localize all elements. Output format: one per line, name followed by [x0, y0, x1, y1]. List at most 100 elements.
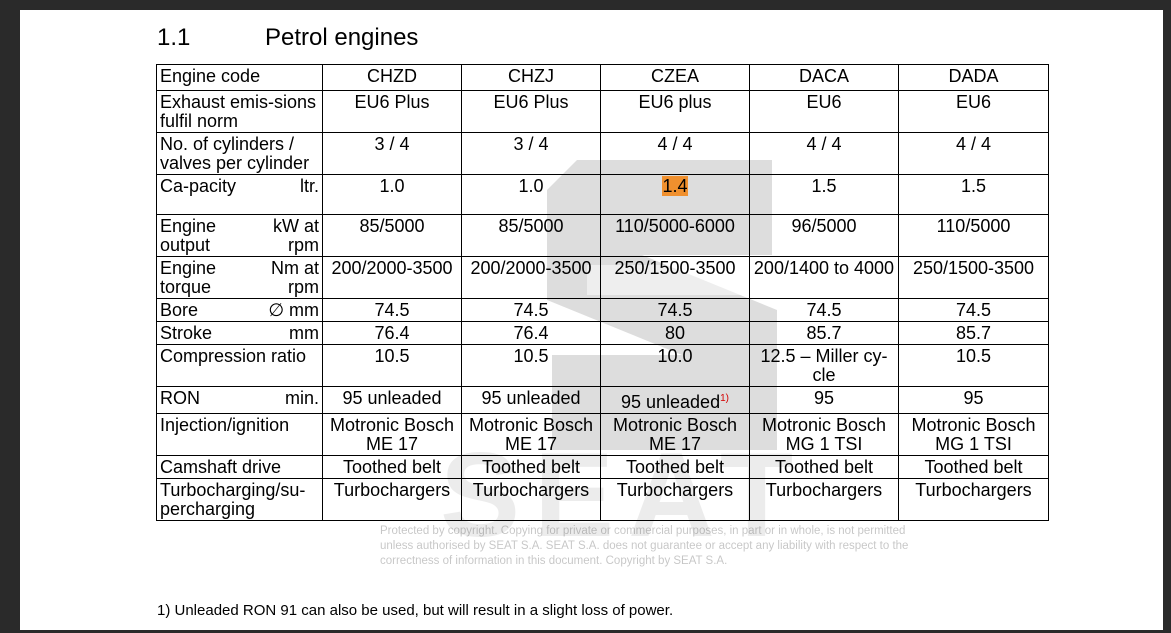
value-cell: Motronic Bosch ME 17 — [600, 413, 750, 456]
cell-value: Motronic Bosch ME 17 — [329, 415, 455, 454]
row-label-cell: Ca-pacity ltr. — [156, 174, 323, 215]
cell-value: 74.5 — [955, 300, 992, 320]
table-row: Exhaust emis-sions fulfil norm EU6 Plus EU… — [156, 90, 1049, 133]
table-row: No. of cylinders / valves per cylinder 3 … — [156, 132, 1049, 175]
value-cell: 1.5 — [749, 174, 899, 215]
value-cell: 250/1500-3500 — [898, 256, 1049, 299]
row-label: Injection/ignition — [160, 415, 290, 435]
value-cell: Motronic Bosch ME 17 — [322, 413, 462, 456]
row-label: Turbocharging/su-percharging — [160, 480, 306, 519]
row-label-cell: RON min. — [156, 386, 323, 414]
value-cell: 110/5000 — [898, 214, 1049, 257]
value-cell: 95 unleaded1) — [600, 386, 750, 414]
value-cell: 10.5 — [322, 344, 462, 387]
value-cell: EU6 — [749, 90, 899, 133]
value-cell: 12.5 – Miller cy-cle — [749, 344, 899, 387]
cell-value: Motronic Bosch ME 17 — [612, 415, 738, 454]
value-cell: 74.5 — [461, 298, 601, 322]
header-code: CHZJ — [461, 64, 601, 91]
row-label-cell: Injection/ignition — [156, 413, 323, 456]
row-label: No. of cylinders / valves per cylinder — [160, 134, 310, 173]
row-label: Bore — [160, 300, 199, 320]
footnote: 1) Unleaded RON 91 can also be used, but… — [157, 602, 674, 619]
table-row: Stroke mm 76.4 76.4 80 85.7 85.7 — [156, 321, 1049, 345]
row-label: Compression ratio — [160, 346, 307, 366]
footnote-marker: 1) — [720, 393, 729, 404]
value-cell: EU6 Plus — [322, 90, 462, 133]
section-title: Petrol engines — [265, 24, 419, 51]
value-cell: 1.4 — [600, 174, 750, 215]
value-cell: Toothed belt — [898, 455, 1049, 479]
cell-value: 74.5 — [806, 300, 842, 320]
row-label: Engine torque — [160, 258, 217, 297]
table-row: Turbocharging/su-percharging Turbocharger… — [156, 478, 1049, 521]
value-cell: 200/2000-3500 — [322, 256, 462, 299]
value-cell: 1.5 — [898, 174, 1049, 215]
engine-spec-table: Engine code CHZD CHZJ CZEA DACA DADA Exh… — [156, 64, 1049, 521]
value-cell: 10.5 — [898, 344, 1049, 387]
value-cell: Toothed belt — [322, 455, 462, 479]
row-label: Stroke — [160, 323, 213, 343]
cell-value: 96/5000 — [791, 216, 857, 236]
cell-value: 3 / 4 — [374, 134, 410, 154]
value-cell: 85.7 — [749, 321, 899, 345]
cell-value: 85.7 — [806, 323, 842, 343]
value-cell: 95 — [898, 386, 1049, 414]
value-cell: 250/1500-3500 — [600, 256, 750, 299]
value-cell: 95 — [749, 386, 899, 414]
row-label-cell: Turbocharging/su-percharging — [156, 478, 323, 521]
cell-value: Motronic Bosch MG 1 TSI — [761, 415, 887, 454]
row-label-cell: Engine torque Nm at rpm — [156, 256, 323, 299]
row-label: Exhaust emis-sions fulfil norm — [160, 92, 317, 131]
value-cell: 95 unleaded — [322, 386, 462, 414]
highlighted-value: 1.4 — [662, 176, 688, 196]
cell-value: 85/5000 — [498, 216, 564, 236]
value-cell: 110/5000-6000 — [600, 214, 750, 257]
row-label-cell: Bore ∅ mm — [156, 298, 323, 322]
row-label-cell: Camshaft drive — [156, 455, 323, 479]
value-cell: 85.7 — [898, 321, 1049, 345]
cell-value: 1.0 — [518, 176, 544, 196]
header-code: DACA — [749, 64, 899, 91]
row-label-cell: Engine output kW at rpm — [156, 214, 323, 257]
value-cell: Turbochargers — [600, 478, 750, 521]
header-code: DADA — [898, 64, 1049, 91]
cell-value: Toothed belt — [924, 457, 1023, 477]
cell-value: 10.0 — [657, 346, 693, 366]
cell-value: 74.5 — [513, 300, 549, 320]
cell-value: 1.5 — [811, 176, 837, 196]
value-cell: Turbochargers — [322, 478, 462, 521]
cell-value: Motronic Bosch ME 17 — [468, 415, 594, 454]
header-engine-code: Engine code — [156, 64, 323, 91]
cell-value: Turbochargers — [472, 480, 590, 500]
cell-value: 76.4 — [513, 323, 549, 343]
table-row: RON min. 95 unleaded 95 unleaded 95 unleaded… — [156, 386, 1049, 414]
header-code: CHZD — [322, 64, 462, 91]
cell-value: 95 unleaded — [342, 388, 442, 408]
value-cell: 85/5000 — [322, 214, 462, 257]
cell-value: 95 — [813, 388, 835, 408]
value-cell: 76.4 — [322, 321, 462, 345]
cell-value: 110/5000-6000 — [615, 216, 735, 236]
row-unit: ∅ mm — [268, 300, 319, 320]
value-cell: 4 / 4 — [749, 132, 899, 175]
table-row: Engine output kW at rpm 85/5000 85/5000 110/… — [156, 214, 1049, 257]
row-label-cell: Exhaust emis-sions fulfil norm — [156, 90, 323, 133]
value-cell: 10.0 — [600, 344, 750, 387]
row-label: Engine output — [160, 216, 217, 255]
value-cell: 85/5000 — [461, 214, 601, 257]
header-code: CZEA — [600, 64, 750, 91]
value-cell: 96/5000 — [749, 214, 899, 257]
value-cell: 4 / 4 — [600, 132, 750, 175]
table-row: Compression ratio 10.5 10.5 10.0 12.5 – Mill… — [156, 344, 1049, 387]
cell-value: Toothed belt — [481, 457, 581, 477]
cell-value: Turbochargers — [333, 480, 451, 500]
cell-value: EU6 — [806, 92, 842, 112]
table-row: Engine torque Nm at rpm 200/2000-3500 200/2… — [156, 256, 1049, 299]
row-unit: Nm at rpm — [270, 258, 319, 297]
value-cell: Turbochargers — [749, 478, 899, 521]
cell-value: 12.5 – Miller cy-cle — [760, 346, 888, 385]
cell-value: Toothed belt — [625, 457, 725, 477]
cell-value: 74.5 — [374, 300, 410, 320]
cell-value: 80 — [664, 323, 686, 343]
